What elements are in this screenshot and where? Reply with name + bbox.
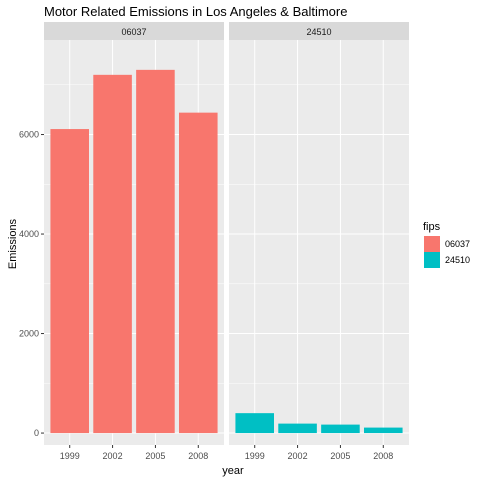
y-tick-label: 6000 — [19, 130, 39, 140]
x-tick-label: 2005 — [145, 451, 165, 461]
facet-panel-06037: 06037 1999 2002 2005 2008 — [44, 22, 224, 461]
bar-24510-2008 — [364, 427, 403, 434]
facet-strip-label: 06037 — [121, 27, 146, 37]
y-axis: 0 2000 4000 6000 — [19, 130, 44, 438]
legend-title: fips — [423, 221, 441, 233]
y-tick-label: 0 — [34, 428, 39, 438]
facet-strip-label: 24510 — [306, 27, 331, 37]
legend-label-06037: 06037 — [445, 239, 470, 249]
x-tick-label: 1999 — [60, 451, 80, 461]
legend-swatch-06037 — [424, 236, 440, 252]
x-tick-label: 2002 — [288, 451, 308, 461]
x-tick-label: 1999 — [245, 451, 265, 461]
y-tick-label: 4000 — [19, 229, 39, 239]
y-tick-label: 2000 — [19, 329, 39, 339]
facet-panel-24510: 24510 1999 2002 2005 2008 — [229, 22, 409, 461]
bar-06037-1999 — [50, 129, 89, 434]
bar-06037-2002 — [93, 74, 132, 434]
facet-strip — [44, 22, 224, 40]
facet-strip — [229, 22, 409, 40]
x-tick-label: 2008 — [188, 451, 208, 461]
legend-swatch-24510 — [424, 252, 440, 268]
x-tick-label: 2005 — [330, 451, 350, 461]
facet-panels: 06037 1999 2002 2005 2008 24510 1999 2002 2005 20… — [44, 22, 409, 461]
chart-title: Motor Related Emissions in Los Angeles &… — [44, 4, 347, 19]
bar-24510-2002 — [278, 423, 317, 434]
legend: fips 06037 24510 — [423, 221, 470, 268]
bar-06037-2008 — [179, 112, 218, 434]
panel-background — [229, 40, 409, 445]
x-tick-label: 2002 — [103, 451, 123, 461]
x-tick-label: 2008 — [373, 451, 393, 461]
legend-label-24510: 24510 — [445, 255, 470, 265]
bar-24510-1999 — [235, 413, 274, 434]
bar-24510-2005 — [321, 424, 360, 434]
x-axis-title: year — [222, 465, 244, 477]
bar-06037-2005 — [136, 69, 175, 434]
y-axis-title: Emissions — [7, 218, 19, 269]
